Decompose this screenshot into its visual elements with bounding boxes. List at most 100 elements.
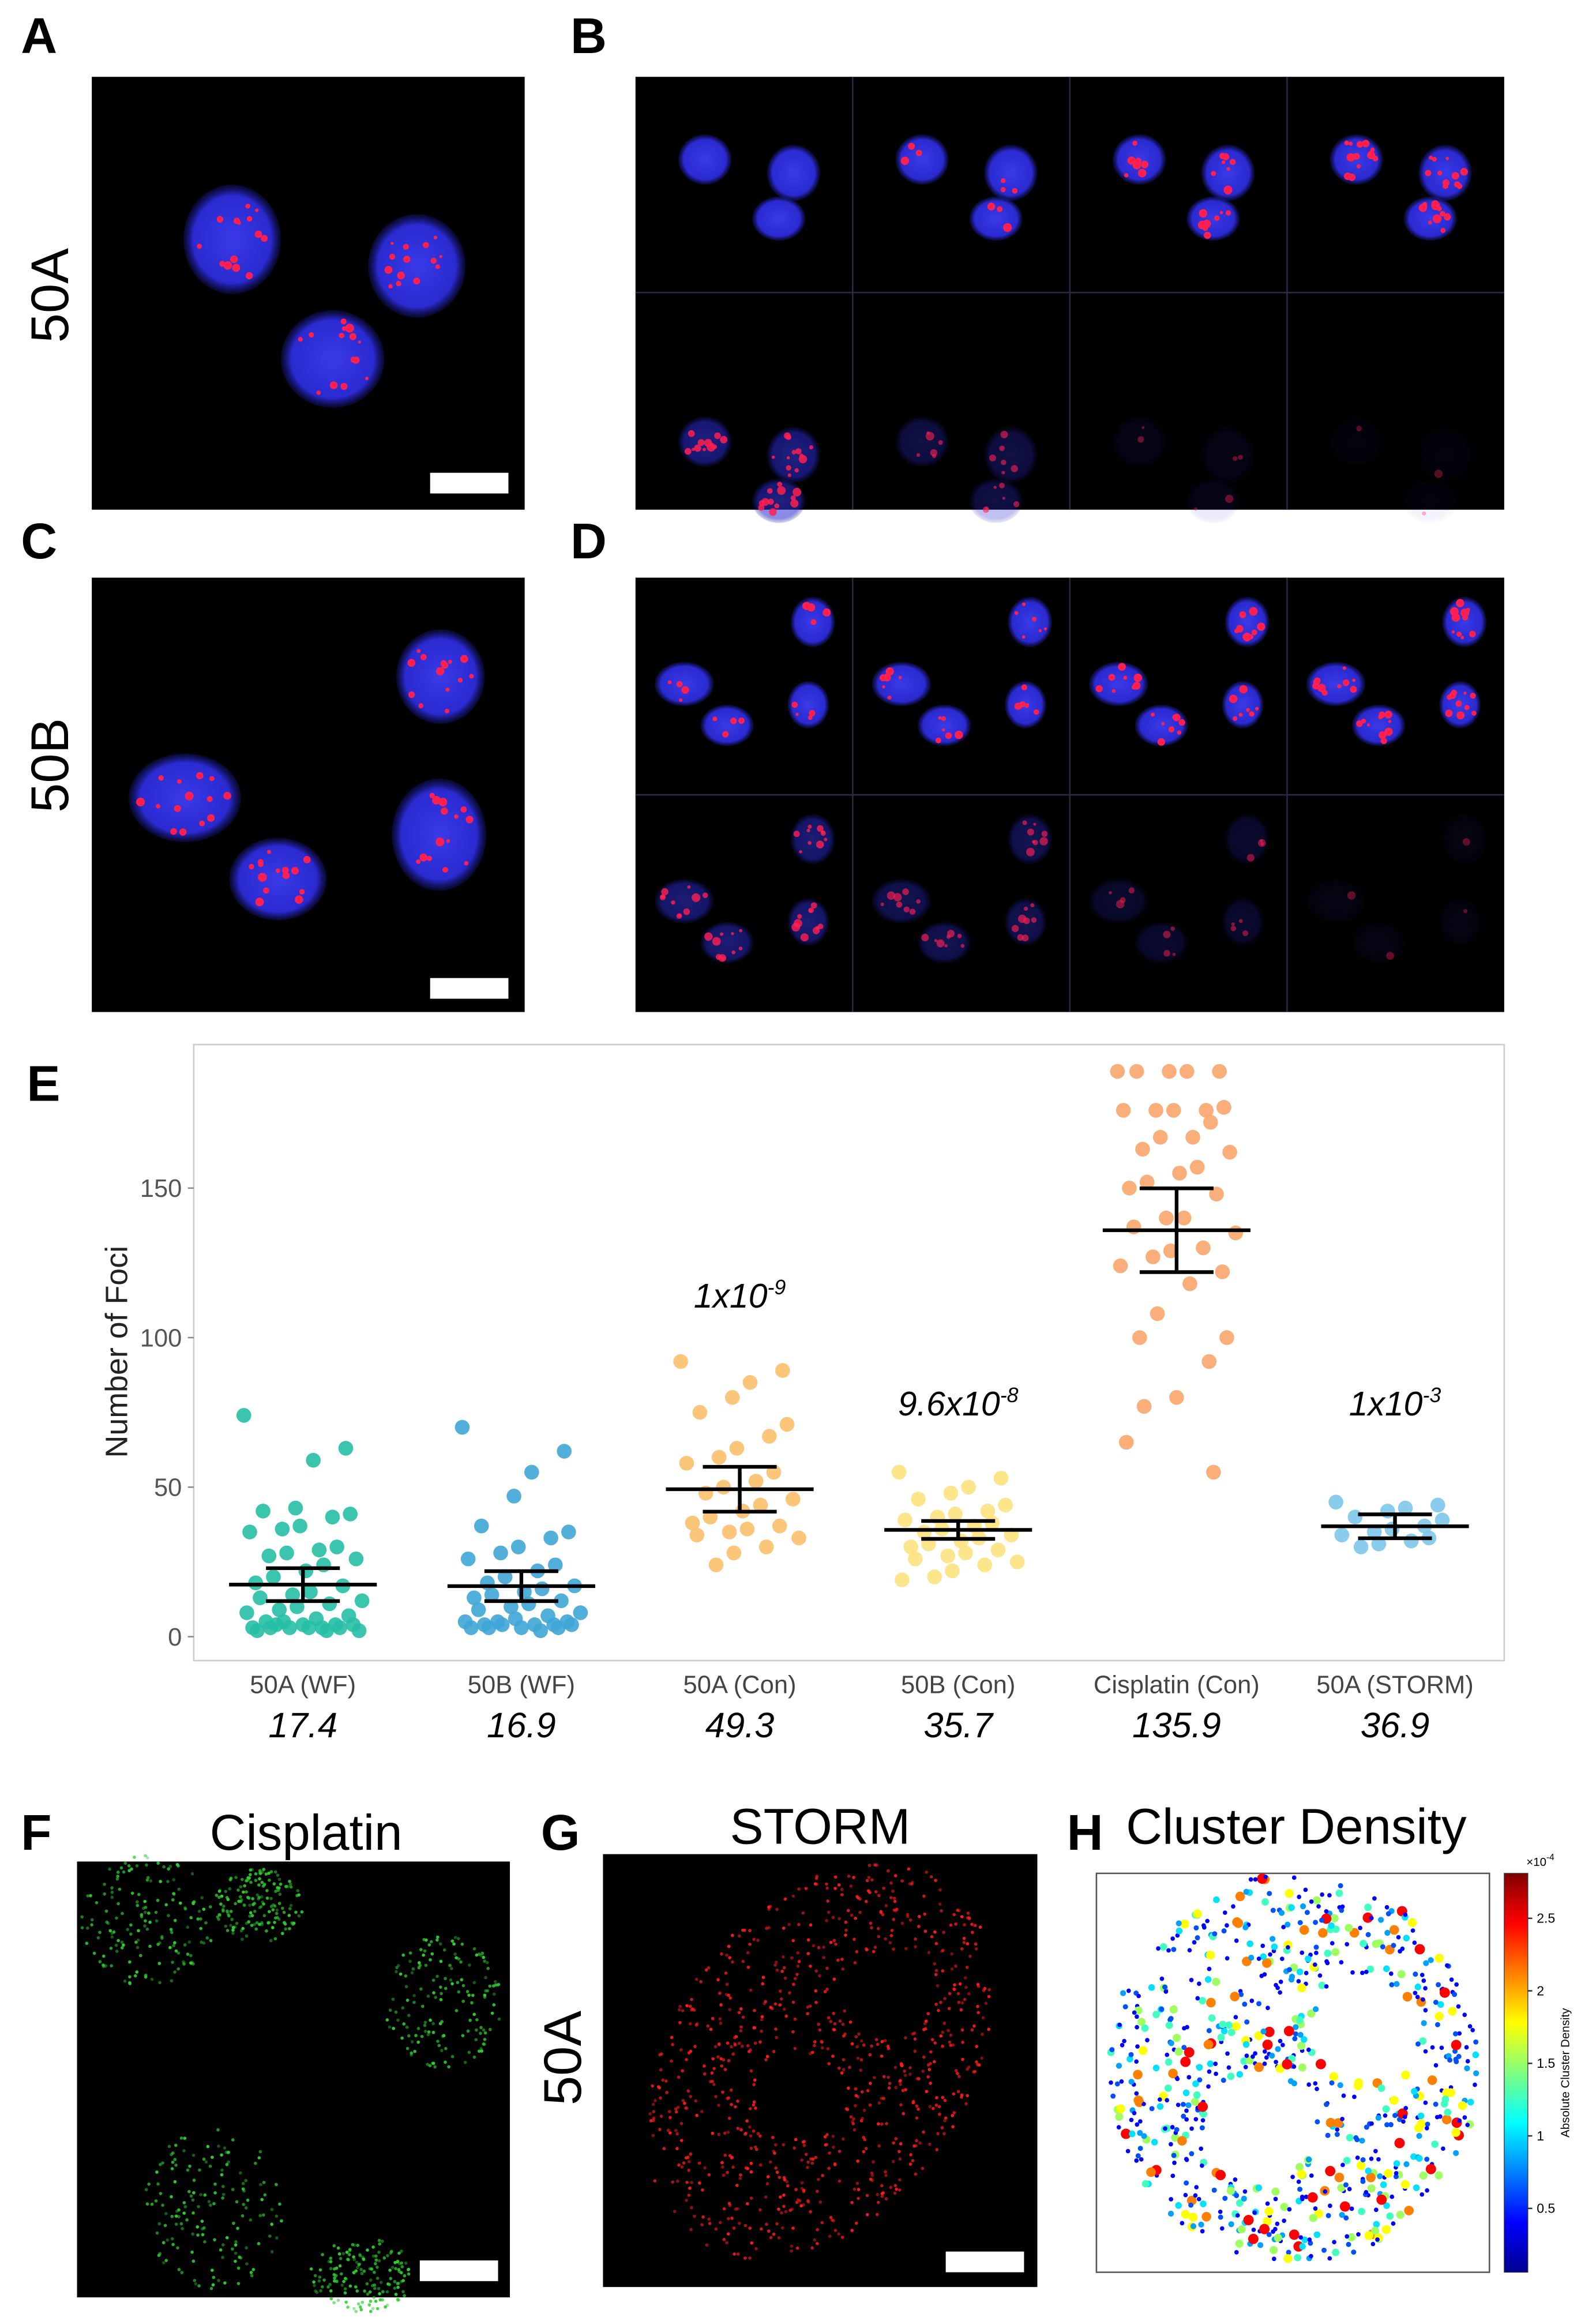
focus (683, 908, 690, 915)
focus (136, 797, 145, 806)
red-dot (975, 2060, 978, 2064)
green-dot (257, 1883, 261, 1887)
red-dot (863, 2138, 867, 2142)
green-dot (135, 1970, 139, 1974)
data-point (460, 1551, 476, 1567)
green-dot (479, 2026, 483, 2030)
red-dot (853, 2128, 857, 2132)
focus (731, 932, 734, 936)
green-dot (396, 2297, 400, 2301)
data-point (903, 1539, 919, 1554)
green-dot (284, 1927, 288, 1931)
red-dot (806, 2160, 810, 2164)
green-dot (90, 1923, 93, 1926)
green-dot (388, 2025, 392, 2029)
red-dot (893, 2065, 897, 2070)
green-dot (109, 1946, 113, 1950)
red-dot (851, 2122, 855, 2125)
data-point (261, 1548, 277, 1564)
red-dot (960, 2093, 964, 2097)
green-dot (333, 2276, 336, 2280)
density-dot (1339, 2201, 1350, 2212)
density-dot (1262, 2040, 1273, 2050)
red-dot (735, 2183, 739, 2187)
green-dot (137, 1929, 140, 1933)
nucleus (752, 478, 806, 523)
green-dot (232, 2221, 235, 2225)
red-dot (797, 2198, 800, 2202)
green-dot (370, 2267, 374, 2271)
density-dot (1293, 2024, 1299, 2030)
data-point (249, 1623, 265, 1638)
density-dot (1346, 2241, 1351, 2247)
focus (206, 796, 213, 802)
green-dot (444, 2046, 448, 2050)
focus (1422, 511, 1426, 516)
green-dot (362, 2269, 366, 2273)
focus (1022, 602, 1026, 606)
red-dot (932, 2060, 936, 2064)
red-dot (838, 2066, 841, 2070)
red-dot (827, 1910, 831, 1914)
focus (1027, 828, 1034, 836)
green-dot (250, 2274, 254, 2278)
red-dot (859, 2119, 863, 2123)
density-dot (1373, 2221, 1380, 2228)
green-dot (245, 2262, 249, 2266)
green-dot (239, 1899, 243, 1903)
focus (1370, 147, 1375, 152)
nucleus (655, 662, 714, 707)
density-dot (1171, 1947, 1177, 1952)
red-dot (899, 2103, 903, 2107)
density-dot (1221, 2078, 1226, 2083)
red-dot (951, 2114, 955, 2117)
focus (786, 456, 790, 460)
green-dot (196, 2225, 200, 2229)
density-dot (1189, 2151, 1195, 2157)
green-dot (112, 1930, 116, 1934)
green-dot (321, 2253, 324, 2256)
density-dot (1377, 2085, 1385, 2092)
focus (758, 504, 765, 511)
data-point (948, 1507, 963, 1522)
density-dot (1280, 2042, 1285, 2048)
red-dot (865, 1899, 868, 1903)
red-dot (908, 1918, 912, 1922)
green-dot (404, 2261, 408, 2265)
focus (282, 872, 290, 880)
red-dot (832, 2145, 835, 2149)
green-dot (277, 1877, 281, 1881)
focus (1229, 159, 1236, 165)
focus (170, 828, 177, 835)
density-dot (1320, 1892, 1324, 1897)
green-dot (411, 1967, 415, 1971)
green-dot (221, 2184, 225, 2188)
density-dot (1309, 2254, 1313, 2259)
density-dot (1242, 1924, 1249, 1931)
red-dot (768, 2160, 772, 2164)
focus (1249, 607, 1258, 616)
focus (809, 445, 813, 449)
red-dot (797, 1887, 801, 1891)
red-dot (825, 1882, 828, 1886)
density-dot (1193, 1909, 1202, 1918)
focus (793, 919, 802, 928)
green-dot (241, 2187, 245, 2191)
green-dot (444, 1977, 447, 1981)
density-dot (1416, 2155, 1423, 2162)
green-dot (401, 2290, 405, 2294)
nucleus (1135, 922, 1188, 964)
red-dot (674, 2107, 678, 2111)
red-dot (883, 2039, 887, 2042)
green-dot (482, 1955, 486, 1959)
red-dot (966, 1911, 970, 1915)
green-dot (234, 1902, 237, 1906)
focus (340, 382, 348, 390)
green-dot (466, 2029, 470, 2033)
green-dot (491, 1984, 495, 1988)
density-dot (1253, 1877, 1258, 1882)
green-dot (432, 1991, 435, 1995)
data-point (1118, 1434, 1134, 1450)
data-point (785, 1492, 801, 1507)
panel-label: F (21, 1805, 51, 1861)
